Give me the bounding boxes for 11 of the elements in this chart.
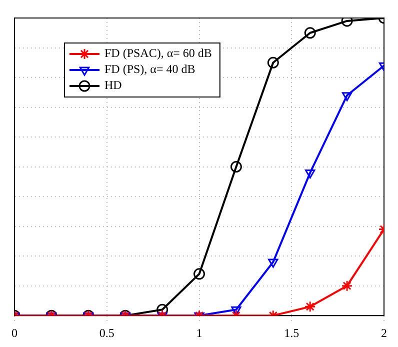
x-tick-label: 0.5 <box>99 326 114 340</box>
legend-label: HD <box>104 78 122 92</box>
point <box>305 170 316 178</box>
legend-label: FD (PS), α= 40 dB <box>104 62 196 76</box>
x-tick-label: 0 <box>12 326 18 340</box>
point <box>230 161 242 173</box>
x-tick-label: 2 <box>381 326 387 340</box>
x-tick-label: 1 <box>196 326 202 340</box>
legend-label: FD (PSAC), α= 60 dB <box>104 46 212 60</box>
point <box>342 92 352 102</box>
x-tick-label: 1.5 <box>284 326 300 340</box>
